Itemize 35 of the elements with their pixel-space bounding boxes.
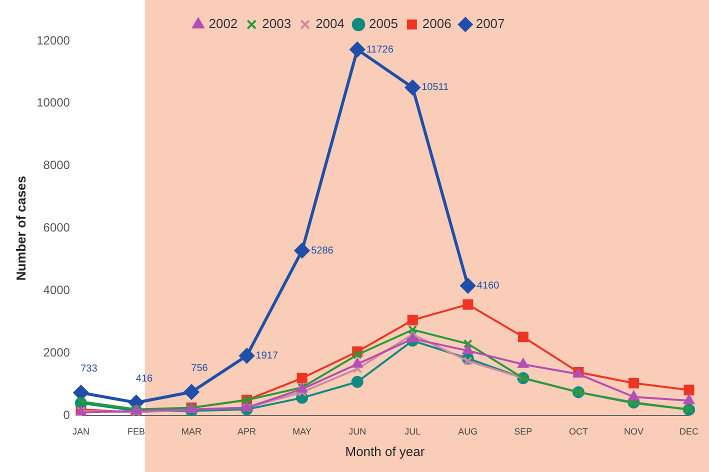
y-tick-label: 0 <box>63 408 70 422</box>
legend-label: 2005 <box>369 16 398 32</box>
y-tick-label: 2000 <box>43 345 70 360</box>
x-tick-label: APR <box>238 426 257 436</box>
y-tick-label: 8000 <box>43 158 70 172</box>
x-tick-label: JUL <box>404 426 421 436</box>
x-tick-label: MAR <box>182 426 202 436</box>
legend-label: 2003 <box>262 16 292 32</box>
data-label: 733 <box>80 363 98 374</box>
x-tick-label: JAN <box>72 426 90 436</box>
x-tick-label: AUG <box>458 426 478 436</box>
data-label: 5286 <box>311 245 334 256</box>
x-axis-title: Month of year <box>345 444 426 459</box>
y-axis-title: Number of cases <box>13 176 28 281</box>
y-tick-label: 4000 <box>43 283 70 298</box>
y-tick-label: 10000 <box>36 96 70 110</box>
legend-label: 2004 <box>316 16 344 32</box>
y-tick-label: 6000 <box>43 220 70 235</box>
legend-label: 2007 <box>476 16 505 32</box>
x-tick-label: DEC <box>679 426 699 436</box>
data-label: 10511 <box>422 82 450 94</box>
x-tick-label: NOV <box>624 426 644 436</box>
data-label: 416 <box>136 373 154 384</box>
data-label: 1917 <box>256 350 278 362</box>
y-tick-label: 12000 <box>36 33 70 48</box>
legend-label: 2002 <box>208 16 238 32</box>
data-label: 756 <box>191 362 208 374</box>
x-tick-label: SEP <box>514 426 532 436</box>
data-label: 4160 <box>476 280 500 292</box>
x-tick-label: FEB <box>127 426 145 436</box>
x-tick-label: MAY <box>292 426 312 436</box>
x-tick-label: JUN <box>348 426 366 436</box>
data-label: 11726 <box>366 44 394 56</box>
legend-label: 2006 <box>422 16 452 32</box>
x-tick-label: OCT <box>568 426 588 436</box>
